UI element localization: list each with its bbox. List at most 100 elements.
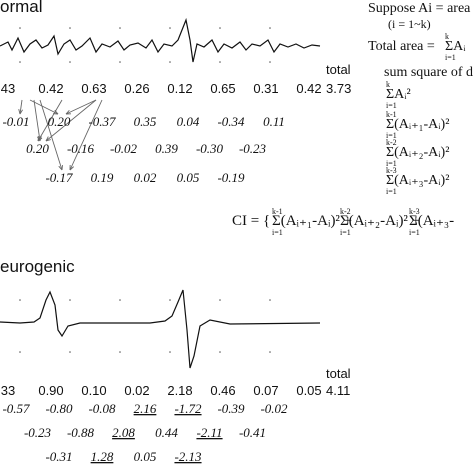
dot bbox=[219, 299, 221, 301]
neurogenic-waveform bbox=[0, 289, 321, 369]
difference-value: -0.16 bbox=[67, 141, 95, 156]
sum-body: Σ(Aᵢ₊₃- bbox=[409, 213, 454, 229]
area-value: 0.26 bbox=[124, 81, 149, 96]
sum-upper-limit: k-2 bbox=[386, 138, 397, 147]
total-area-label: Total area = bbox=[368, 39, 435, 54]
area-value: 0.65 bbox=[210, 81, 235, 96]
sum-lower-limit: i=1 bbox=[386, 101, 397, 110]
dot bbox=[219, 61, 221, 63]
sum-upper-limit: k-1 bbox=[386, 110, 397, 119]
sum-lower-limit: i=1 bbox=[386, 159, 397, 168]
arrow-head bbox=[45, 136, 51, 142]
grid-dots bbox=[19, 27, 271, 353]
sum-body: Σ(Aᵢ₊₁-Aᵢ)² + bbox=[272, 213, 352, 229]
area-value: 0.07 bbox=[253, 383, 278, 398]
ci-label: CI = { bbox=[232, 213, 270, 229]
difference-value: -0.39 bbox=[217, 401, 245, 416]
dot bbox=[119, 27, 121, 29]
dot bbox=[169, 61, 171, 63]
dot bbox=[119, 61, 121, 63]
panel-label: eurogenic bbox=[0, 257, 75, 276]
dot bbox=[219, 27, 221, 29]
sum-square-label: sum square of d bbox=[384, 65, 473, 80]
difference-value: 0.05 bbox=[134, 449, 157, 464]
dot bbox=[69, 27, 71, 29]
arrow bbox=[45, 99, 97, 142]
sum-lower-limit: i=1 bbox=[445, 53, 456, 62]
difference-value: -0.23 bbox=[24, 425, 52, 440]
arrow-head bbox=[58, 164, 63, 171]
sum-body: ΣAᵢ² bbox=[386, 87, 411, 102]
definition-range: (i = 1~k) bbox=[388, 17, 431, 31]
difference-value: -0.57 bbox=[2, 401, 30, 416]
dot bbox=[219, 351, 221, 353]
difference-value: 0.04 bbox=[177, 114, 200, 129]
sum-upper-limit: k-2 bbox=[340, 207, 351, 216]
sum-lower-limit: i=1 bbox=[340, 228, 351, 237]
arrow bbox=[69, 99, 103, 171]
difference-value: -2.13 bbox=[174, 449, 202, 464]
normal-waveform bbox=[0, 17, 321, 63]
arrow bbox=[33, 99, 41, 142]
difference-value: 0.05 bbox=[177, 170, 200, 185]
difference-value: 0.20 bbox=[48, 114, 71, 129]
difference-value: -0.80 bbox=[45, 401, 73, 416]
difference-value: -0.23 bbox=[239, 141, 267, 156]
area-value: 0.90 bbox=[38, 383, 63, 398]
dot bbox=[269, 351, 271, 353]
total-label: total bbox=[326, 366, 351, 381]
difference-value: -0.88 bbox=[67, 425, 95, 440]
arrow-head bbox=[18, 109, 23, 115]
difference-value: -0.41 bbox=[239, 425, 266, 440]
dot bbox=[69, 351, 71, 353]
sum-body: Σ(Aᵢ₊₂-Aᵢ)² + bbox=[340, 213, 420, 229]
sum-upper-limit: k-3 bbox=[409, 207, 420, 216]
difference-value: -0.02 bbox=[110, 141, 138, 156]
difference-value: 0.35 bbox=[134, 114, 157, 129]
sum-body: Σ(Aᵢ₊₃-Aᵢ)² bbox=[386, 173, 449, 188]
difference-value: -0.01 bbox=[2, 114, 29, 129]
area-value: 0.02 bbox=[124, 383, 149, 398]
sum-lower-limit: i=1 bbox=[409, 228, 420, 237]
panel-label: ormal bbox=[0, 0, 43, 16]
difference-value: 0.39 bbox=[155, 141, 178, 156]
difference-value: 0.19 bbox=[91, 170, 114, 185]
sum-lower-limit: i=1 bbox=[386, 131, 397, 140]
difference-value: -0.17 bbox=[45, 170, 73, 185]
sum-upper-limit: k-3 bbox=[386, 166, 397, 175]
area-value: 0.42 bbox=[296, 81, 321, 96]
sum-lower-limit: i=1 bbox=[272, 228, 283, 237]
arrow bbox=[65, 99, 97, 115]
area-value: 0.31 bbox=[253, 81, 278, 96]
area-value: 0.05 bbox=[296, 383, 321, 398]
sum-body: ΣAᵢ bbox=[445, 39, 466, 54]
difference-value: 0.02 bbox=[134, 170, 157, 185]
difference-value: -0.31 bbox=[45, 449, 72, 464]
dot bbox=[19, 61, 21, 63]
area-value: 0.46 bbox=[210, 383, 235, 398]
area-value: 0.12 bbox=[167, 81, 192, 96]
area-value: 0.63 bbox=[81, 81, 106, 96]
dot bbox=[19, 27, 21, 29]
difference-value: 0.20 bbox=[26, 141, 49, 156]
sum-lower-limit: i=1 bbox=[386, 187, 397, 196]
area-value: 33 bbox=[1, 383, 15, 398]
dot bbox=[19, 351, 21, 353]
definition: Suppose Ai = area bbox=[368, 1, 471, 16]
area-value: 43 bbox=[1, 81, 15, 96]
difference-value: 0.11 bbox=[263, 114, 285, 129]
dot bbox=[169, 27, 171, 29]
difference-value: -0.30 bbox=[196, 141, 224, 156]
arrows bbox=[18, 99, 103, 171]
arrow bbox=[37, 99, 63, 142]
sum-upper-limit: k bbox=[386, 80, 390, 89]
dot bbox=[119, 299, 121, 301]
difference-value: 2.08 bbox=[112, 425, 135, 440]
dot bbox=[269, 299, 271, 301]
arrow-head bbox=[37, 135, 43, 142]
dot bbox=[119, 351, 121, 353]
difference-value: -0.02 bbox=[260, 401, 288, 416]
difference-value: -0.37 bbox=[88, 114, 116, 129]
total-label: total bbox=[326, 62, 351, 77]
